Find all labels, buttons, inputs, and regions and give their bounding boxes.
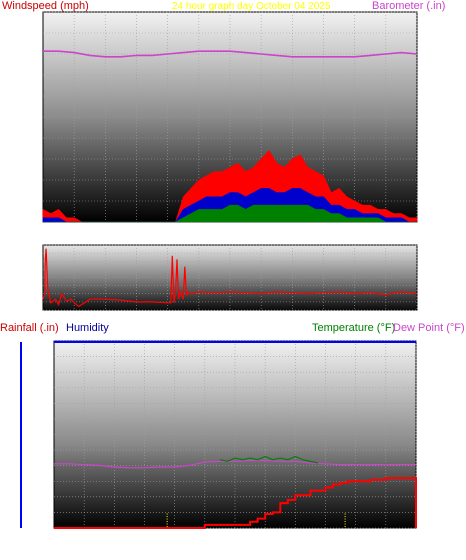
direction-panel-grid [43,244,418,311]
chart-title: 24 hour graph day October 04 2025 [172,1,331,12]
humidity-axis-label: Humidity [66,322,109,334]
direction-panel-series [42,248,418,308]
rain-temp-panel-grid [54,340,417,529]
temperature-line [219,455,319,464]
wind-axis-label: Windspeed (mph) [2,0,89,12]
rain-temp-panel-series [54,455,417,529]
dewpoint-axis-label: Dew Point (°F) [393,322,465,334]
barometer-axis-label: Barometer (.in) [372,0,445,12]
rain-line [54,477,417,529]
barometer-line [43,50,418,58]
wind-low-area [43,204,417,223]
wind-direction-line [42,248,418,308]
rain-axis-label: Rainfall (.in) [0,322,59,334]
temperature-axis-label: Temperature (°F) [312,322,395,334]
wind-panel-series [42,50,418,223]
dewpoint-line [54,459,416,469]
